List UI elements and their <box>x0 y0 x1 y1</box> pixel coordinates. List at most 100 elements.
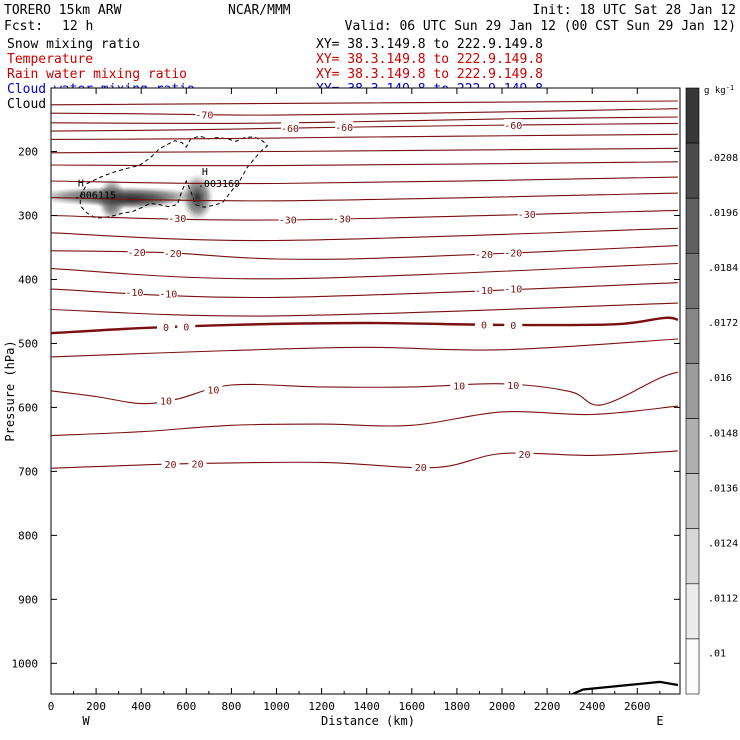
y-tick-label: 1000 <box>12 657 39 670</box>
contour-label-bg <box>278 213 297 225</box>
contour-label-bg <box>335 121 354 133</box>
center-title: NCAR/MMM <box>228 3 291 18</box>
isotherm--75 <box>51 100 678 106</box>
contour-label: -10 <box>475 286 493 297</box>
contour-label-bg <box>195 108 214 120</box>
isotherm--50 <box>51 147 678 154</box>
contour-label-bg <box>332 212 351 224</box>
maximum-value: .003169 <box>198 179 240 190</box>
contour-label-bg <box>281 122 300 134</box>
maximum-marker: H <box>202 167 208 178</box>
contour-label: -30 <box>518 210 536 221</box>
contour-label: -30 <box>168 214 186 225</box>
isotherm-0 <box>51 316 679 335</box>
contour-label-bg <box>127 246 146 258</box>
x-tick-label: 2400 <box>579 700 606 713</box>
isotherm--35 <box>51 192 678 202</box>
y-tick-label: 900 <box>18 593 38 606</box>
colorbar-tick-label: .0184 <box>708 263 738 274</box>
surface-line <box>569 680 679 694</box>
y-tick-label: 600 <box>18 401 38 414</box>
colorbar-tick-label: .0172 <box>708 318 738 329</box>
contour-label-bg <box>411 460 430 472</box>
contour-label-bg <box>504 318 523 330</box>
colorbar-tick-label: .0112 <box>708 594 738 605</box>
contour-label: 0 <box>183 322 189 333</box>
colorbar: .01 .0112 .0124 .0136 .0148 .016 .0172 .0184 .01… <box>685 87 738 695</box>
y-tick-label: 400 <box>18 273 38 286</box>
contour-label-bg <box>504 282 523 294</box>
contour-label-bg <box>177 320 196 332</box>
contour-label: -70 <box>195 110 213 121</box>
colorbar-swatch <box>685 87 700 144</box>
contour-label: 10 <box>207 386 219 397</box>
colorbar-tick-label: .0148 <box>708 428 738 439</box>
east-label: E <box>656 714 663 728</box>
contour-label-bg <box>504 119 523 131</box>
legend-label: Rain water mixing ratio <box>7 67 187 82</box>
contour-label: -30 <box>333 214 351 225</box>
contour-label-bg <box>163 247 182 259</box>
contour-label-bg <box>157 321 176 333</box>
colorbar-swatch <box>685 142 700 199</box>
contour-label: 20 <box>192 460 204 471</box>
x-tick-label: 2600 <box>624 700 651 713</box>
colorbar-swatch <box>685 418 700 474</box>
x-tick-label: 2000 <box>489 700 516 713</box>
isotherm-10 <box>51 371 679 406</box>
isotherm--5 <box>51 302 678 317</box>
isotherm--55 <box>51 133 678 140</box>
isotherm--15 <box>51 262 678 280</box>
contour-label: 20 <box>519 450 531 461</box>
contour-label-bg <box>474 247 493 259</box>
contour-label: -10 <box>159 289 177 300</box>
colorbar-swatch <box>685 473 700 530</box>
y-tick-label: 700 <box>18 465 38 478</box>
maximum-value: .006115 <box>74 190 116 201</box>
colorbar-tick-label: .0124 <box>708 539 738 550</box>
isotherm--25 <box>51 227 678 242</box>
colorbar-unit: g kg-1 <box>704 84 734 96</box>
x-tick-label: 1800 <box>444 700 471 713</box>
contour-label: -10 <box>504 285 522 296</box>
colorbar-swatch <box>685 583 700 640</box>
y-axis-label: Pressure (hPa) <box>3 340 17 441</box>
contour-label: 20 <box>415 463 427 474</box>
contour-label-bg <box>504 379 523 391</box>
colorbar-swatch <box>685 528 700 585</box>
fcst-label: Fcst: <box>4 19 43 34</box>
x-tick-label: 200 <box>86 700 106 713</box>
contour-label-bg <box>159 287 178 299</box>
x-tick-label: 2200 <box>534 700 561 713</box>
x-tick-label: 1200 <box>308 700 335 713</box>
contour-label: -20 <box>128 248 146 259</box>
maximum-marker: H <box>78 178 84 189</box>
isotherm--70 <box>51 108 678 116</box>
colorbar-tick-label: .0196 <box>708 208 738 219</box>
contour-label: -60 <box>281 124 299 135</box>
x-tick-label: 1600 <box>399 700 426 713</box>
contour-label-bg <box>474 283 493 295</box>
x-tick-label: 800 <box>221 700 241 713</box>
fcst-value: 12 h <box>62 19 93 34</box>
west-label: W <box>82 714 90 728</box>
colorbar-swatch <box>685 363 700 419</box>
contour-label: -10 <box>125 288 143 299</box>
colorbar-tick-label: .01 <box>708 649 726 660</box>
contour-label: -60 <box>504 121 522 132</box>
ice-shade-blob <box>181 173 214 222</box>
init-time: Init: 18 UTC Sat 28 Jan 12 <box>533 3 737 18</box>
colorbar-swatch <box>685 252 700 309</box>
colorbar-tick-label: .0208 <box>708 153 738 164</box>
contour-label-bg <box>517 208 536 220</box>
contour-label-bg <box>504 246 523 258</box>
contour-label: 20 <box>164 460 176 471</box>
contour-label: 0 <box>481 321 487 332</box>
colorbar-swatch <box>685 308 700 364</box>
contour-label: 0 <box>163 323 169 334</box>
isotherm--40 <box>51 176 678 185</box>
contour-label-bg <box>450 379 469 391</box>
isotherm--65 <box>51 116 678 124</box>
